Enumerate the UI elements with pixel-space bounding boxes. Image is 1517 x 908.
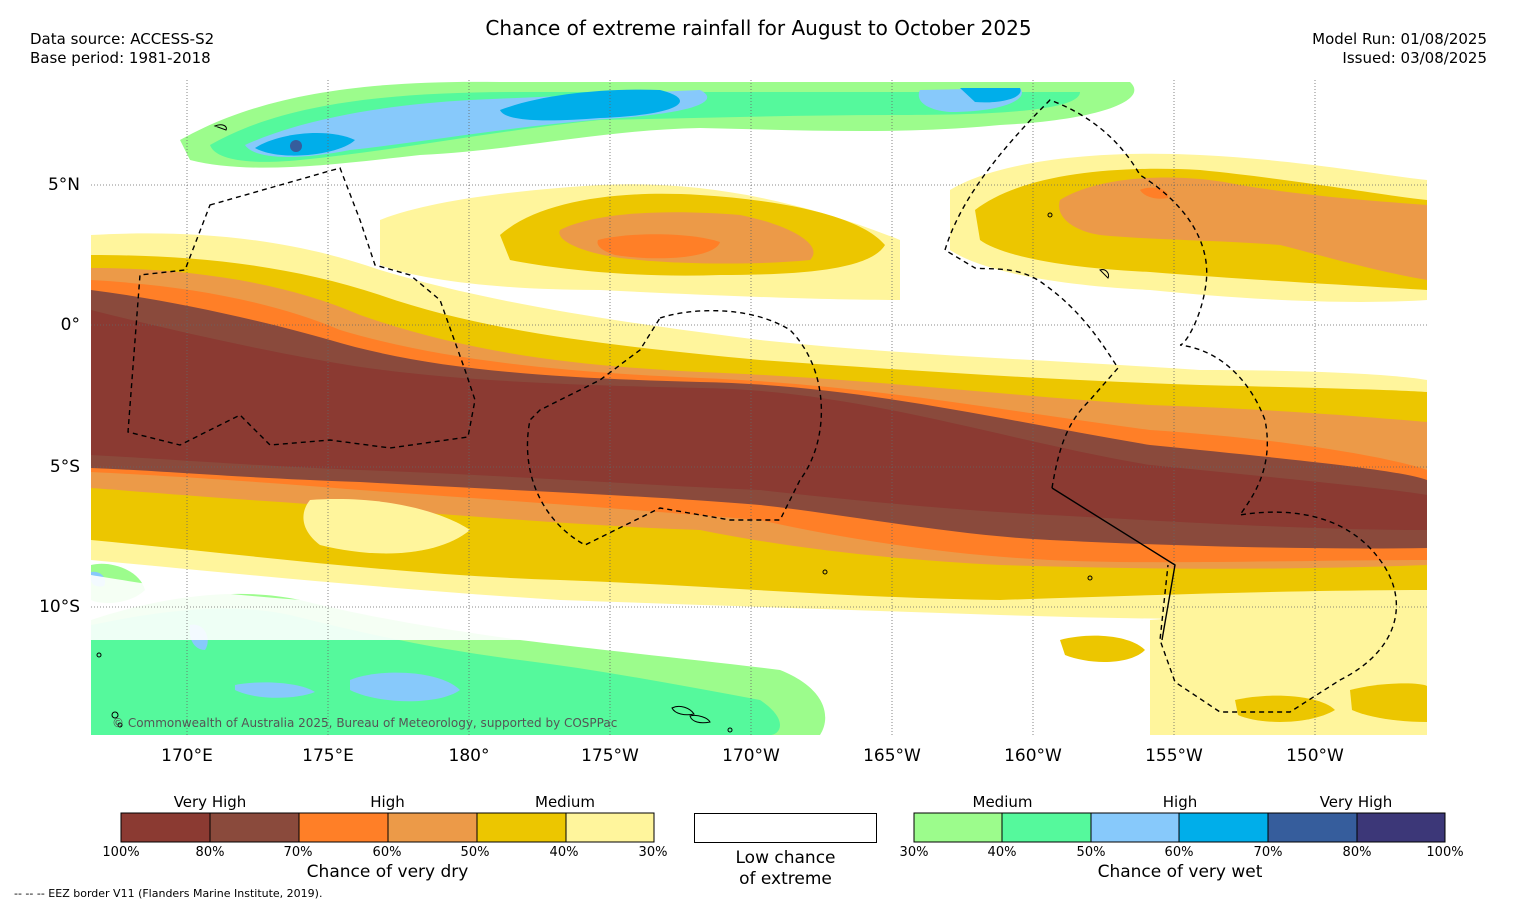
data-source-block: Data source: ACCESS-S2 Base period: 1981… xyxy=(30,30,214,68)
dry-swatch-0 xyxy=(120,812,211,843)
issued-text: Issued: 03/08/2025 xyxy=(1342,49,1487,67)
dry-colorbar xyxy=(120,812,655,843)
lon-label-170w: 170°W xyxy=(722,746,780,766)
dry-tick-3: 60% xyxy=(372,845,402,860)
wet-swatch-5 xyxy=(1356,812,1446,843)
islands xyxy=(96,124,1109,733)
dry-tick-6: 30% xyxy=(638,845,668,860)
lon-label-175w: 175°W xyxy=(581,746,639,766)
lon-label-160w: 160°W xyxy=(1004,746,1062,766)
map-area xyxy=(91,80,1427,735)
lon-label-175e: 175°E xyxy=(302,746,354,766)
wet-group-medium: Medium xyxy=(972,793,1033,811)
dry-tick-2: 70% xyxy=(283,845,313,860)
eez-borders xyxy=(127,99,1397,713)
model-run-block: Model Run: 01/08/2025 Issued: 03/08/2025 xyxy=(1312,30,1487,68)
wet-swatch-3 xyxy=(1178,812,1269,843)
wet-tick-3: 60% xyxy=(1164,845,1194,860)
wet-tick-4: 70% xyxy=(1253,845,1283,860)
model-run-text: Model Run: 01/08/2025 xyxy=(1312,30,1487,48)
dry-group-high: High xyxy=(370,793,405,811)
wet-swatch-4 xyxy=(1267,812,1358,843)
wet-swatch-1 xyxy=(1001,812,1092,843)
dry-tick-0: 100% xyxy=(102,845,140,860)
copyright-text: © Commonwealth of Australia 2025, Bureau… xyxy=(112,716,618,730)
base-period-text: Base period: 1981-2018 xyxy=(30,49,211,67)
dry-tick-1: 80% xyxy=(195,845,225,860)
wet-tick-2: 50% xyxy=(1076,845,1106,860)
low-chance-line2: of extreme xyxy=(739,869,832,889)
lat-label-10s: 10°S xyxy=(39,597,80,617)
dry-tick-4: 50% xyxy=(460,845,490,860)
wet-tick-0: 30% xyxy=(899,845,929,860)
low-chance-swatch xyxy=(694,813,877,843)
data-source-text: Data source: ACCESS-S2 xyxy=(30,30,215,48)
low-chance-line1: Low chance xyxy=(735,848,836,868)
wet-tick-1: 40% xyxy=(987,845,1017,860)
wet-swatch-2 xyxy=(1090,812,1180,843)
dry-tick-5: 40% xyxy=(549,845,579,860)
lon-label-180: 180° xyxy=(448,746,490,766)
wet-group-very-high: Very High xyxy=(1319,793,1393,811)
lon-label-155w: 155°W xyxy=(1145,746,1203,766)
lat-label-0: 0° xyxy=(60,315,80,335)
wet-colorbar xyxy=(913,812,1446,843)
dry-swatch-5 xyxy=(565,812,655,843)
wet-caption: Chance of very wet xyxy=(1097,862,1263,882)
dry-swatch-1 xyxy=(209,812,300,843)
wet-tick-5: 80% xyxy=(1342,845,1372,860)
lon-label-170e: 170°E xyxy=(161,746,213,766)
lon-label-165w: 165°W xyxy=(863,746,921,766)
wet-tick-6: 100% xyxy=(1426,845,1464,860)
dry-group-very-high: Very High xyxy=(173,793,247,811)
maritime-boundary xyxy=(1051,487,1176,641)
dry-swatch-2 xyxy=(298,812,389,843)
dry-group-medium: Medium xyxy=(535,793,595,811)
lat-label-5n: 5°N xyxy=(47,175,80,195)
wet-group-high: High xyxy=(1162,793,1198,811)
grid-lines xyxy=(91,80,1427,735)
lon-label-150w: 150°W xyxy=(1286,746,1344,766)
dry-swatch-4 xyxy=(476,812,567,843)
low-chance-caption: Low chance of extreme xyxy=(694,848,877,890)
eez-footnote: -- -- -- EEZ border V11 (Flanders Marine… xyxy=(14,887,323,900)
dry-swatch-3 xyxy=(387,812,478,843)
map-title: Chance of extreme rainfall for August to… xyxy=(485,16,1032,40)
lat-label-5s: 5°S xyxy=(49,457,80,477)
wet-swatch-0 xyxy=(913,812,1003,843)
dry-caption: Chance of very dry xyxy=(306,862,469,882)
